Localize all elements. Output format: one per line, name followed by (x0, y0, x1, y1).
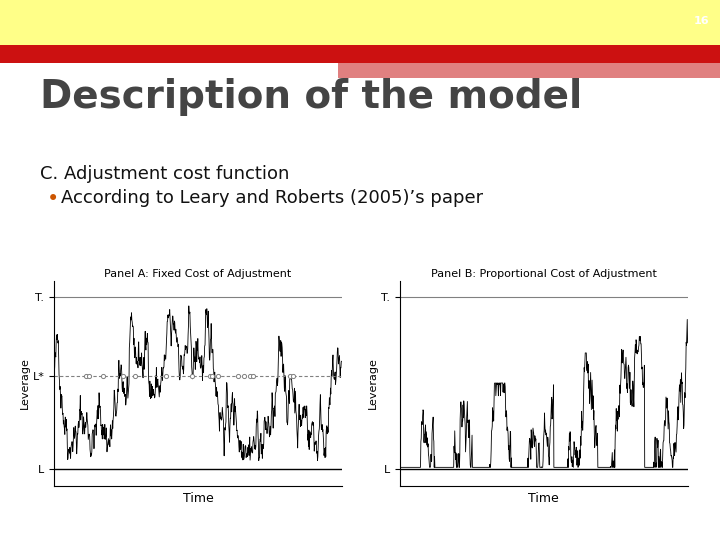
Text: •: • (47, 189, 59, 209)
Y-axis label: Leverage: Leverage (368, 357, 378, 409)
X-axis label: Time: Time (528, 491, 559, 504)
Text: C. Adjustment cost function: C. Adjustment cost function (40, 165, 289, 183)
X-axis label: Time: Time (183, 491, 213, 504)
Text: 16: 16 (693, 16, 709, 26)
Y-axis label: Leverage: Leverage (19, 357, 30, 409)
Text: Description of the model: Description of the model (40, 78, 582, 116)
Title: Panel B: Proportional Cost of Adjustment: Panel B: Proportional Cost of Adjustment (431, 268, 657, 279)
Title: Panel A: Fixed Cost of Adjustment: Panel A: Fixed Cost of Adjustment (104, 268, 292, 279)
Text: According to Leary and Roberts (2005)’s paper: According to Leary and Roberts (2005)’s … (61, 189, 483, 207)
